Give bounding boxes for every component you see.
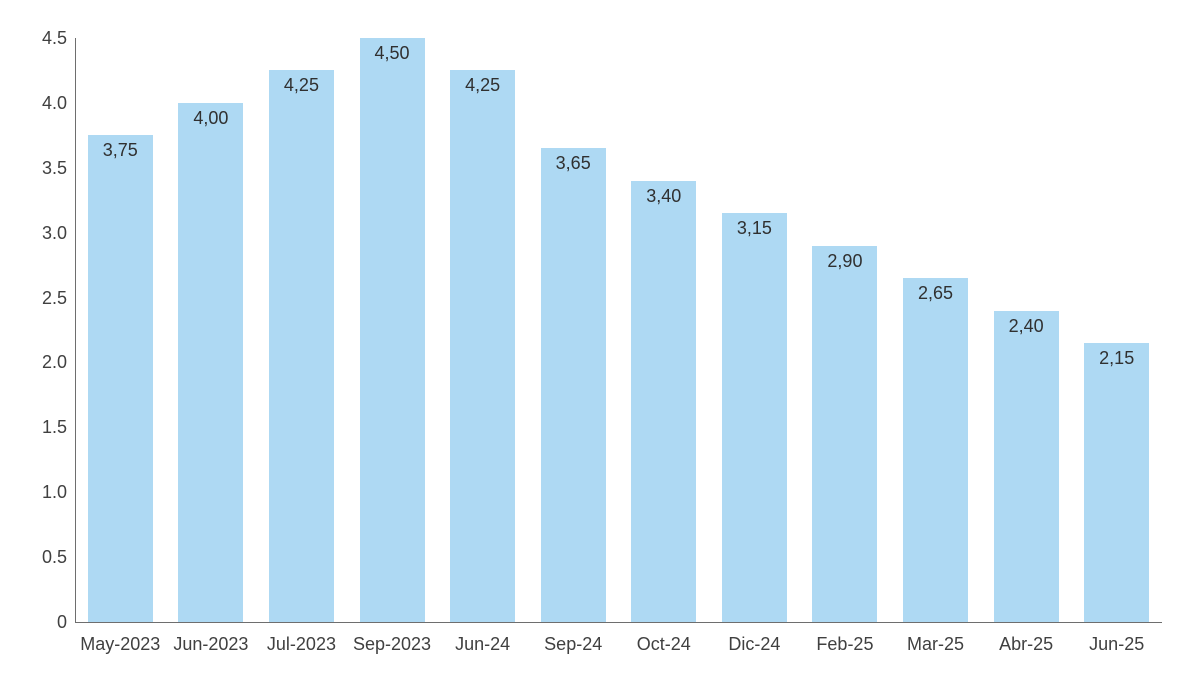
x-axis-label: Sep-2023	[353, 634, 432, 654]
x-axis-label: Jun-24	[455, 634, 511, 654]
bar: 2,90	[812, 245, 878, 622]
bar-value-label: 3,40	[646, 185, 682, 206]
y-axis-tick-label: 0.5	[41, 547, 67, 568]
y-axis-tick-label: 1.0	[41, 482, 67, 503]
bar-value-label: 4,25	[283, 75, 319, 96]
bar: 3,40	[631, 180, 697, 622]
bar-value-label: 2,65	[918, 283, 954, 304]
y-axis-tick-label: 0	[56, 612, 67, 632]
bar: 3,75	[87, 135, 153, 622]
x-axis-label: Abr-25	[999, 634, 1054, 654]
x-axis-label: Oct-24	[636, 634, 691, 654]
bar-value-label: 4,00	[193, 107, 229, 128]
y-axis-tick-label: 4.0	[41, 92, 67, 113]
x-axis-line	[75, 622, 1162, 623]
x-axis-label: Dic-24	[728, 634, 781, 654]
bar: 2,65	[903, 278, 969, 622]
bar-value-label: 4,50	[374, 43, 410, 63]
bar-value-label: 2,15	[1099, 347, 1135, 368]
bar: 4,00	[178, 102, 244, 622]
bar: 4,50	[359, 38, 425, 622]
bar: 2,15	[1084, 342, 1150, 622]
x-axis-label: Feb-25	[816, 634, 874, 654]
y-axis-tick-label: 3.5	[41, 157, 67, 178]
bar-value-label: 3,65	[555, 153, 591, 174]
x-axis-label: Jul-2023	[266, 634, 336, 654]
bar-value-label: 4,25	[465, 75, 501, 96]
x-axis-label: Sep-24	[544, 634, 603, 654]
bar-value-label: 3,75	[102, 140, 138, 161]
bar-value-label: 2,40	[1008, 315, 1044, 336]
y-axis-tick-label: 4.5	[41, 28, 67, 48]
bar-value-label: 3,15	[736, 218, 772, 239]
bar: 3,15	[721, 213, 787, 622]
y-axis-tick-label: 2.0	[41, 352, 67, 373]
x-axis-label: Jun-25	[1089, 634, 1145, 654]
bar: 4,25	[450, 70, 516, 622]
y-axis-tick-label: 1.5	[41, 417, 67, 438]
x-axis-label: Jun-2023	[173, 634, 249, 654]
y-axis-tick-label: 3.0	[41, 222, 67, 243]
y-axis-tick-label: 2.5	[41, 287, 67, 308]
bar: 3,65	[540, 148, 606, 622]
bar-value-label: 2,90	[827, 250, 863, 271]
bar: 4,25	[268, 70, 334, 622]
x-axis-label: Mar-25	[907, 634, 965, 654]
bar: 2,40	[993, 310, 1059, 622]
x-axis-label: May-2023	[80, 634, 161, 654]
y-axis-line	[75, 38, 76, 622]
